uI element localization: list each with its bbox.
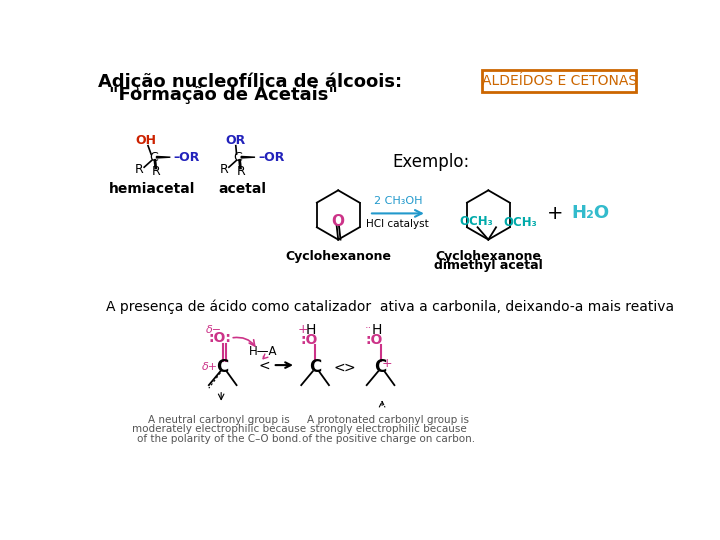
Text: ··: ·· bbox=[364, 323, 372, 333]
Text: of the polarity of the C–O bond.: of the polarity of the C–O bond. bbox=[137, 434, 301, 444]
Text: Exemplo:: Exemplo: bbox=[392, 153, 469, 171]
Text: ALDEÍDOS E CETONAS: ALDEÍDOS E CETONAS bbox=[482, 74, 636, 88]
Text: R: R bbox=[220, 163, 229, 176]
Text: –OR: –OR bbox=[174, 151, 199, 164]
FancyArrowPatch shape bbox=[263, 354, 268, 359]
Text: Cyclohexanone: Cyclohexanone bbox=[436, 249, 541, 262]
Text: C: C bbox=[309, 359, 321, 376]
Text: δ+: δ+ bbox=[202, 362, 218, 373]
Polygon shape bbox=[241, 157, 255, 158]
Text: C: C bbox=[217, 359, 229, 376]
Text: R: R bbox=[152, 165, 161, 178]
Text: δ−: δ− bbox=[205, 325, 222, 335]
FancyArrowPatch shape bbox=[233, 338, 255, 346]
Text: H: H bbox=[306, 323, 316, 336]
Text: :O: :O bbox=[300, 333, 318, 347]
FancyBboxPatch shape bbox=[482, 70, 636, 92]
Text: moderately electrophilic because: moderately electrophilic because bbox=[132, 424, 306, 434]
Text: :O: :O bbox=[366, 333, 383, 347]
Text: –OR: –OR bbox=[258, 151, 284, 164]
Text: OR: OR bbox=[225, 134, 245, 147]
Text: +: + bbox=[382, 357, 392, 370]
Text: C: C bbox=[234, 151, 243, 164]
Text: OCH₃: OCH₃ bbox=[459, 214, 493, 228]
Text: 2 CH₃OH: 2 CH₃OH bbox=[374, 197, 422, 206]
Text: C: C bbox=[374, 359, 387, 376]
Text: +: + bbox=[547, 204, 564, 223]
Text: R: R bbox=[237, 165, 246, 178]
Polygon shape bbox=[156, 157, 171, 158]
Text: A presença de ácido como catalizador  ativa a carbonila, deixando-a mais reativa: A presença de ácido como catalizador ati… bbox=[106, 300, 674, 314]
Text: C: C bbox=[149, 151, 158, 164]
Text: :O:: :O: bbox=[208, 331, 231, 345]
Text: OH: OH bbox=[135, 134, 156, 147]
Text: dimethyl acetal: dimethyl acetal bbox=[434, 259, 543, 272]
Text: A protonated carbonyl group is: A protonated carbonyl group is bbox=[307, 415, 469, 425]
Text: "Formação de Acetais": "Formação de Acetais" bbox=[109, 86, 338, 104]
Text: H: H bbox=[372, 323, 382, 336]
Text: H₂O: H₂O bbox=[572, 205, 610, 222]
Text: acetal: acetal bbox=[219, 182, 266, 196]
Text: A neutral carbonyl group is: A neutral carbonyl group is bbox=[148, 415, 289, 425]
Text: Adição nucleofílica de álcoois:: Adição nucleofílica de álcoois: bbox=[98, 72, 402, 91]
Text: strongly electrophilic because: strongly electrophilic because bbox=[310, 424, 467, 434]
Text: +: + bbox=[297, 323, 308, 336]
Text: >: > bbox=[343, 360, 355, 374]
Text: of the positive charge on carbon.: of the positive charge on carbon. bbox=[302, 434, 474, 444]
Text: OCH₃: OCH₃ bbox=[504, 216, 538, 229]
Text: hemiacetal: hemiacetal bbox=[109, 182, 195, 196]
Text: Cyclohexanone: Cyclohexanone bbox=[285, 249, 391, 262]
Text: O: O bbox=[332, 214, 345, 228]
Text: H—A: H—A bbox=[248, 345, 277, 357]
Text: <: < bbox=[258, 359, 271, 373]
Text: <: < bbox=[334, 360, 346, 374]
Text: HCl catalyst: HCl catalyst bbox=[366, 219, 429, 229]
Text: R: R bbox=[135, 163, 144, 176]
